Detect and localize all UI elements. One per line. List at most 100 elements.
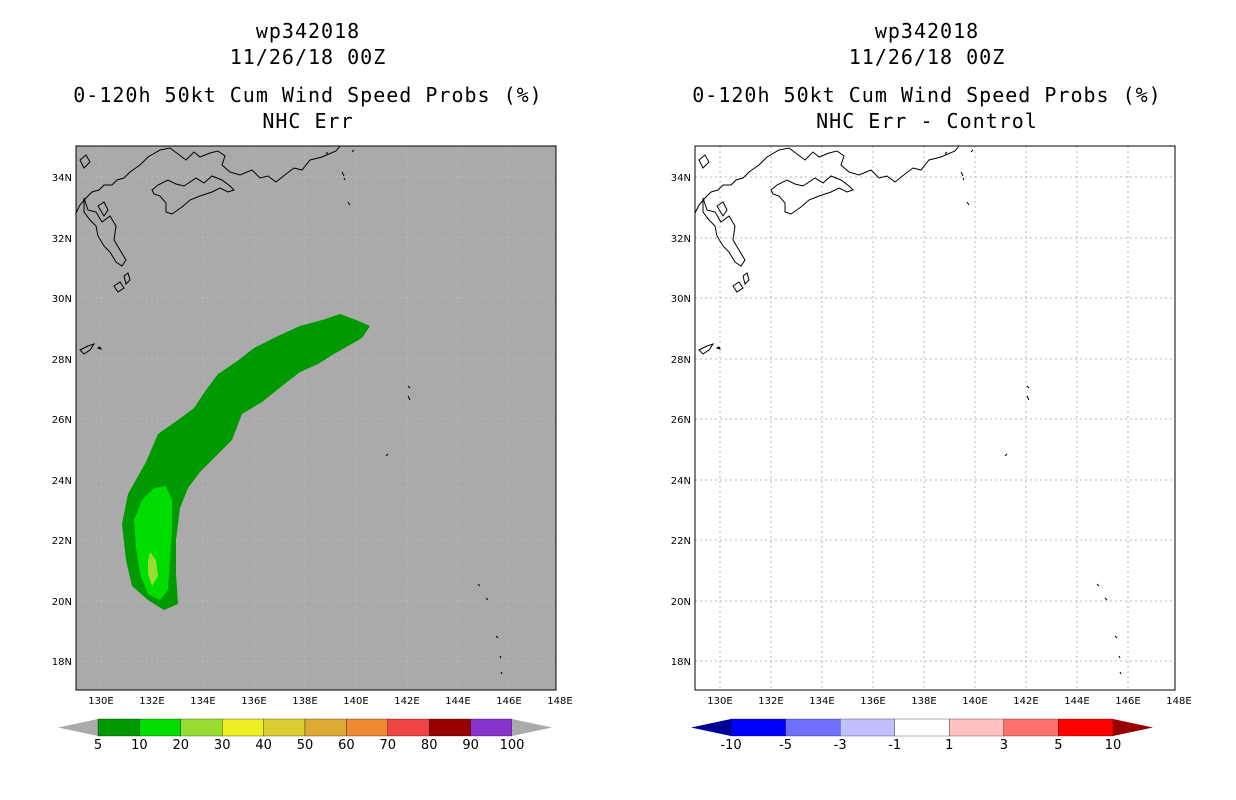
right-lon-label: 146E: [1115, 696, 1140, 707]
right-colorbar-under-arrow: [691, 719, 731, 736]
left-colorbar-swatch: [139, 718, 181, 737]
right-lon-label: 134E: [809, 696, 834, 707]
left-lon-label: 136E: [241, 696, 266, 707]
left-subtitle: NHC Err: [262, 109, 354, 133]
right-colorbar-label: -10: [720, 738, 741, 753]
left-colorbar-swatch: [346, 718, 388, 737]
right-colorbar-swatch: [839, 718, 895, 737]
right-colorbar-swatch: [785, 718, 841, 737]
left-lon-label: 148E: [547, 696, 572, 707]
left-lat-label: 28N: [52, 355, 72, 366]
right-lon-label: 138E: [911, 696, 936, 707]
right-map-frame: [694, 145, 1176, 691]
right-lon-label: 144E: [1064, 696, 1089, 707]
left-map: [75, 145, 557, 691]
left-product: 0-120h 50kt Cum Wind Speed Probs (%): [73, 83, 543, 107]
left-lon-label: 146E: [496, 696, 521, 707]
right-axis-labels: 130E 132E 134E 136E 138E 140E 142E 144E 146E 148E…: [671, 173, 1192, 707]
right-colorbar-label: 1: [945, 738, 953, 753]
right-lon-label: 148E: [1166, 696, 1191, 707]
left-lon-label: 142E: [394, 696, 419, 707]
right-colorbar-swatch: [730, 718, 786, 737]
right-lat-label: 32N: [671, 234, 691, 245]
left-colorbar-label: 30: [214, 738, 231, 753]
right-lon-label: 132E: [758, 696, 783, 707]
right-colorbar-label: -1: [888, 738, 901, 753]
left-lon-label: 144E: [445, 696, 470, 707]
left-lon-label: 132E: [139, 696, 164, 707]
right-colorbar-swatch: [949, 718, 1005, 737]
left-lat-label: 18N: [52, 657, 72, 668]
right-lon-label: 136E: [860, 696, 885, 707]
left-lon-label: 140E: [343, 696, 368, 707]
right-lat-label: 20N: [671, 597, 691, 608]
right-colorbar-label: -3: [834, 738, 847, 753]
left-colorbar-swatch: [263, 718, 306, 737]
left-colorbar-over-arrow: [512, 719, 552, 736]
prob-contour-10: [134, 486, 172, 600]
left-colorbar-label: 80: [421, 738, 438, 753]
right-lat-label: 22N: [671, 536, 691, 547]
left-colorbar: 5 10 20 30 40 50 60 70 80 90 100: [58, 718, 552, 753]
left-lat-label: 24N: [52, 476, 72, 487]
left-lat-label: 34N: [52, 173, 72, 184]
left-lat-label: 20N: [52, 597, 72, 608]
left-colorbar-label: 60: [338, 738, 355, 753]
prob-contour-20: [148, 552, 158, 586]
right-lon-label: 130E: [707, 696, 732, 707]
right-subtitle: NHC Err - Control: [816, 109, 1038, 133]
left-lon-label: 130E: [88, 696, 113, 707]
left-colorbar-under-arrow: [58, 719, 98, 736]
right-product: 0-120h 50kt Cum Wind Speed Probs (%): [692, 83, 1162, 107]
right-lat-label: 18N: [671, 657, 691, 668]
left-lon-label: 138E: [292, 696, 317, 707]
left-lat-label: 32N: [52, 234, 72, 245]
right-title-block: wp342018 11/26/18 00Z 0-120h 50kt Cum Wi…: [627, 18, 1227, 134]
left-colorbar-swatch: [429, 718, 471, 737]
left-colorbar-swatch: [180, 718, 223, 737]
right-lat-label: 24N: [671, 476, 691, 487]
left-colorbar-label: 90: [462, 738, 479, 753]
left-lat-label: 22N: [52, 536, 72, 547]
right-date: 11/26/18 00Z: [848, 45, 1006, 69]
right-colorbar-label: 10: [1105, 738, 1122, 753]
left-title-block: wp342018 11/26/18 00Z 0-120h 50kt Cum Wi…: [8, 18, 608, 134]
right-lat-label: 30N: [671, 294, 691, 305]
right-colorbar-swatch: [1058, 718, 1114, 737]
left-map-background: [76, 146, 556, 690]
right-lon-label: 142E: [1013, 696, 1038, 707]
left-colorbar-swatch: [304, 718, 347, 737]
left-colorbar-label: 5: [94, 738, 102, 753]
right-colorbar-swatch: [894, 718, 950, 737]
left-lat-label: 30N: [52, 294, 72, 305]
right-colorbar-label: 5: [1054, 738, 1062, 753]
left-colorbar-label: 40: [255, 738, 272, 753]
right-storm-id: wp342018: [874, 19, 980, 43]
left-colorbar-label: 100: [500, 738, 525, 753]
left-colorbar-label: 10: [131, 738, 148, 753]
right-colorbar-over-arrow: [1113, 719, 1153, 736]
left-colorbar-swatch: [222, 718, 264, 737]
right-lat-label: 34N: [671, 173, 691, 184]
right-lat-label: 26N: [671, 415, 691, 426]
left-colorbar-label: 20: [173, 738, 190, 753]
left-colorbar-swatch: [97, 718, 140, 737]
right-map-background: [695, 146, 1175, 690]
left-lat-label: 26N: [52, 415, 72, 426]
left-storm-id: wp342018: [255, 19, 361, 43]
left-colorbar-label: 50: [297, 738, 314, 753]
left-colorbar-swatch: [387, 718, 430, 737]
right-lat-label: 28N: [671, 355, 691, 366]
left-colorbar-label: 70: [380, 738, 397, 753]
left-lon-label: 134E: [190, 696, 215, 707]
left-map-frame: [75, 145, 557, 691]
right-colorbar-swatch: [1003, 718, 1059, 737]
right-map: [694, 145, 1176, 691]
right-colorbar-label: -5: [779, 738, 792, 753]
left-date: 11/26/18 00Z: [229, 45, 387, 69]
right-lon-label: 140E: [962, 696, 987, 707]
left-axis-labels: 130E 132E 134E 136E 138E 140E 142E 144E 146E 148E…: [52, 173, 573, 707]
right-colorbar: -10 -5 -3 -1 1 3 5 10: [691, 718, 1153, 753]
left-colorbar-swatch: [470, 718, 513, 737]
